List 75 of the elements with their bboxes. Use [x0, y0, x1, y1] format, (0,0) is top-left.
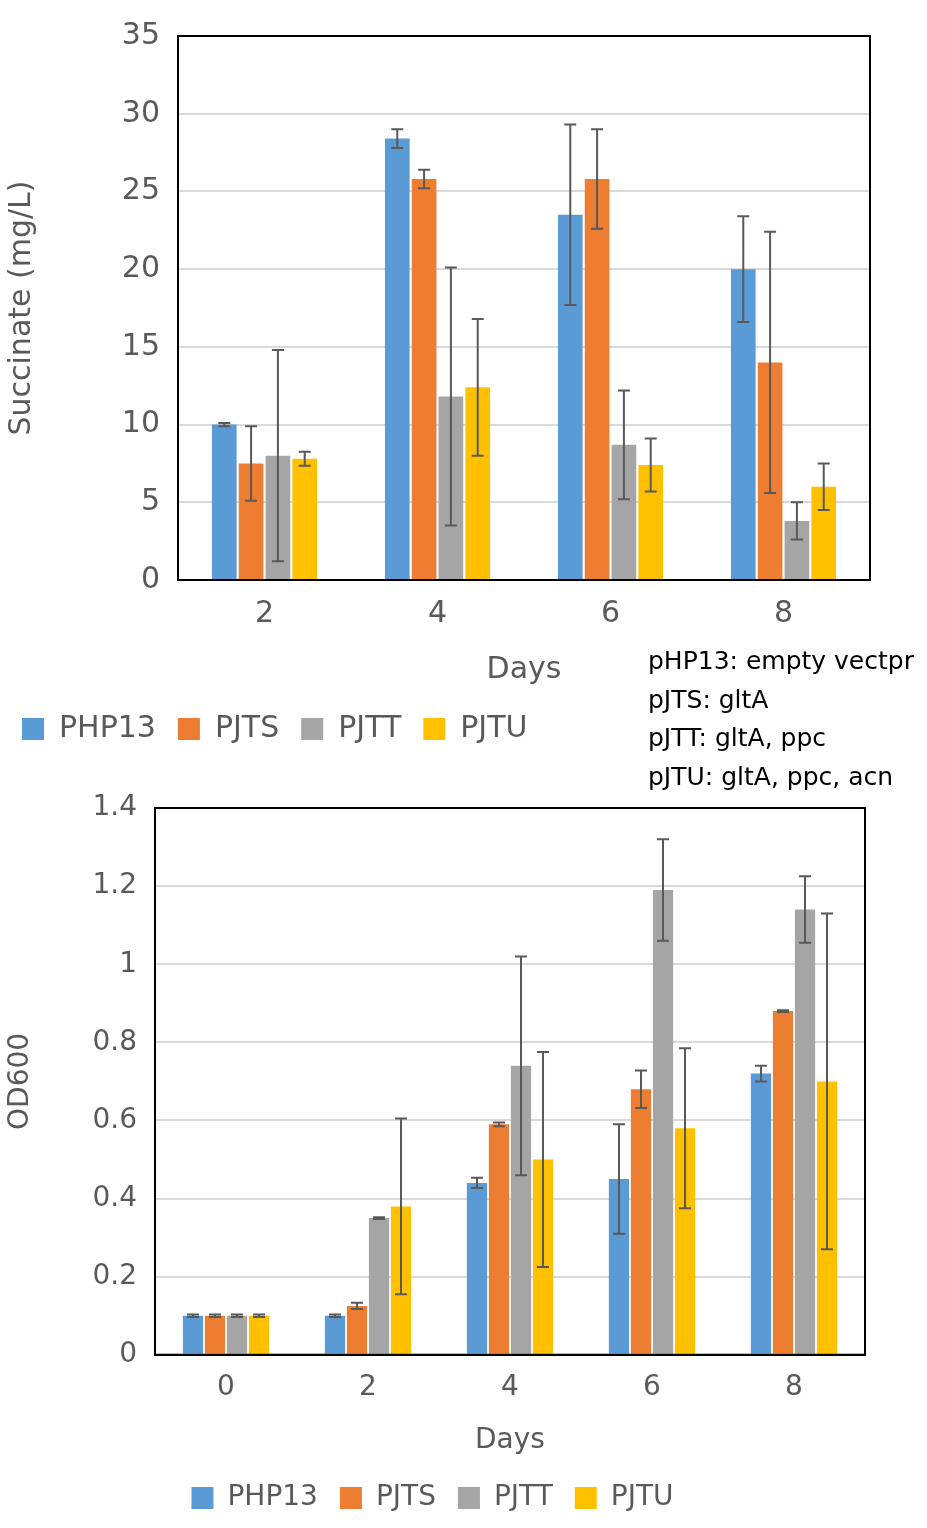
text: pJTU: gltA, ppc, acn	[648, 760, 895, 793]
bar	[608, 1179, 630, 1354]
y-tick-label: 15	[121, 326, 160, 362]
legend-label: PJTS	[375, 1479, 436, 1513]
x-tick-label: 4	[427, 593, 448, 629]
y-tick-label: 1.2	[92, 867, 137, 901]
x-tick-label: 8	[785, 1368, 803, 1402]
bar	[557, 214, 583, 579]
bar	[324, 1315, 346, 1354]
bar	[674, 1128, 696, 1354]
bar	[390, 1206, 412, 1354]
text: pHP13: empty vectpr	[648, 645, 914, 677]
x-axis-title: Days	[486, 649, 562, 685]
bar	[750, 1073, 772, 1354]
y-axis-title: Succinate (mg/L)	[1, 180, 37, 436]
legend-label: PJTU	[460, 708, 528, 744]
bar	[204, 1315, 226, 1354]
y-tick-label: 0.8	[92, 1023, 137, 1057]
bar	[638, 464, 664, 579]
bar	[384, 138, 410, 579]
bar	[510, 1065, 532, 1354]
y-tick-label: 5	[140, 482, 160, 518]
y-tick-label: 1.4	[92, 789, 137, 823]
bar	[584, 178, 610, 579]
y-tick-label: 30	[121, 93, 160, 129]
x-tick-label: 6	[643, 1368, 661, 1402]
bar	[811, 486, 837, 579]
bar	[757, 362, 783, 579]
bar	[532, 1159, 554, 1354]
y-tick-label: 10	[121, 404, 160, 440]
y-tick-label: 0.6	[92, 1101, 137, 1135]
y-axis-title: OD600	[2, 1032, 36, 1130]
bar	[411, 178, 437, 579]
text: pJTT: gltA, ppc	[648, 722, 828, 754]
bar	[182, 1315, 204, 1354]
bar	[346, 1305, 368, 1354]
y-tick-label: 0	[119, 1336, 137, 1370]
y-tick-label: 35	[121, 15, 160, 51]
y-tick-label: 0.4	[92, 1179, 137, 1213]
bar	[368, 1218, 390, 1354]
y-tick-label: 25	[121, 171, 160, 207]
legend-label: PJTS	[214, 708, 280, 744]
bar	[248, 1315, 270, 1354]
bar	[772, 1011, 794, 1354]
legend-label: PJTT	[493, 1479, 554, 1513]
bar	[466, 1182, 488, 1354]
x-tick-label: 8	[773, 593, 794, 629]
legend-label: PJTT	[338, 708, 402, 744]
legend-label: PHP13	[59, 708, 156, 744]
bar	[611, 444, 637, 579]
y-tick-label: 0.2	[92, 1257, 137, 1291]
legend-label: PHP13	[227, 1479, 318, 1513]
y-tick-label: 0	[140, 559, 160, 595]
bar	[630, 1089, 652, 1354]
x-tick-label: 6	[600, 593, 621, 629]
bar	[438, 396, 464, 579]
x-axis-title: Days	[475, 1422, 545, 1456]
legend-label: PJTU	[610, 1479, 674, 1513]
bar	[292, 458, 318, 579]
x-tick-label: 2	[254, 593, 275, 629]
bar	[465, 387, 491, 579]
x-tick-label: 0	[217, 1368, 235, 1402]
bar	[488, 1124, 510, 1354]
bar	[211, 424, 237, 579]
bar	[784, 520, 810, 579]
y-tick-label: 20	[121, 248, 160, 284]
x-tick-label: 2	[359, 1368, 377, 1402]
x-tick-label: 4	[501, 1368, 519, 1402]
bar	[238, 463, 264, 579]
bar	[226, 1315, 248, 1354]
bar	[652, 890, 674, 1354]
bar	[730, 269, 756, 579]
bar	[794, 909, 816, 1354]
y-tick-label: 1	[119, 945, 137, 979]
text: pJTS: gltA	[648, 683, 770, 716]
